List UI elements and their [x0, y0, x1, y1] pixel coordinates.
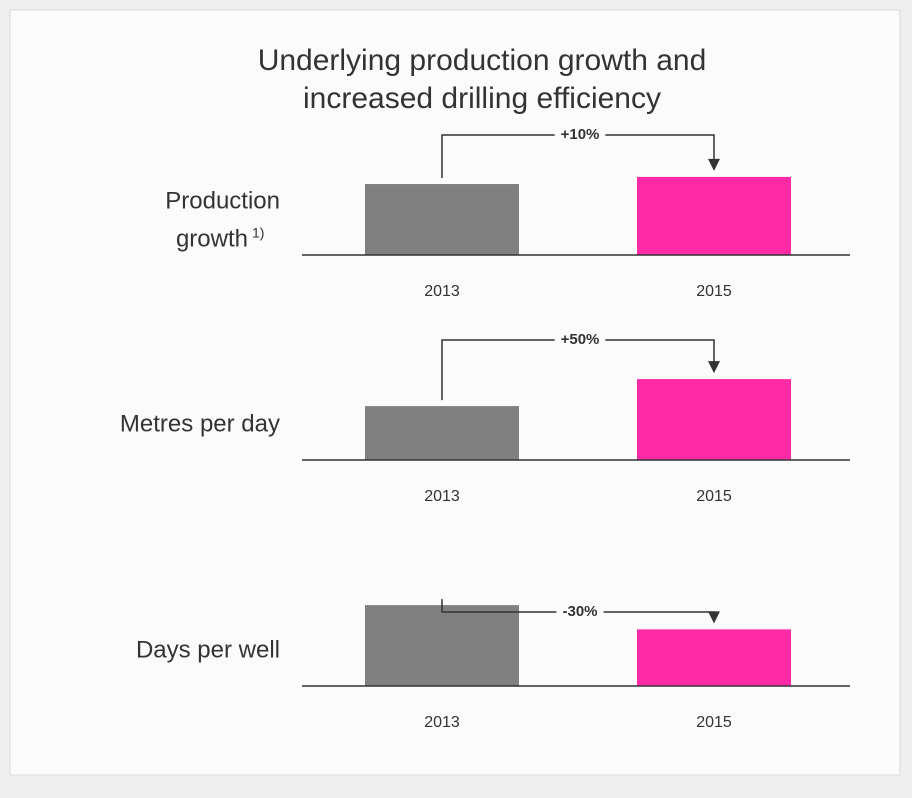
row-label: Metres per day [120, 410, 280, 437]
x-tick-label: 2013 [424, 714, 460, 731]
annotation-bg [554, 330, 606, 348]
bar [365, 184, 519, 255]
bar [637, 176, 791, 255]
title-line: Underlying production growth and [258, 44, 707, 77]
x-tick-label: 2015 [696, 714, 732, 731]
annotation: -30% [562, 603, 597, 620]
row-label: Days per well [136, 636, 280, 663]
annotation: +50% [561, 331, 600, 348]
bar [637, 629, 791, 686]
row-label: growth [176, 225, 248, 252]
annotation-bg [556, 602, 604, 620]
arrow-head [708, 158, 720, 171]
arrow-head [708, 611, 720, 624]
x-tick-label: 2015 [696, 488, 732, 505]
bar [365, 406, 519, 460]
annotation: +10% [561, 126, 600, 143]
row-label: Production [165, 187, 280, 214]
annotation-bg [554, 125, 606, 143]
arrow-head [708, 361, 720, 374]
bar [365, 605, 519, 686]
title-line: increased drilling efficiency [303, 82, 661, 115]
x-tick-label: 2015 [696, 283, 732, 300]
x-tick-label: 2013 [424, 283, 460, 300]
bar [637, 379, 791, 460]
x-tick-label: 2013 [424, 488, 460, 505]
footnote-marker: 1) [252, 225, 264, 241]
